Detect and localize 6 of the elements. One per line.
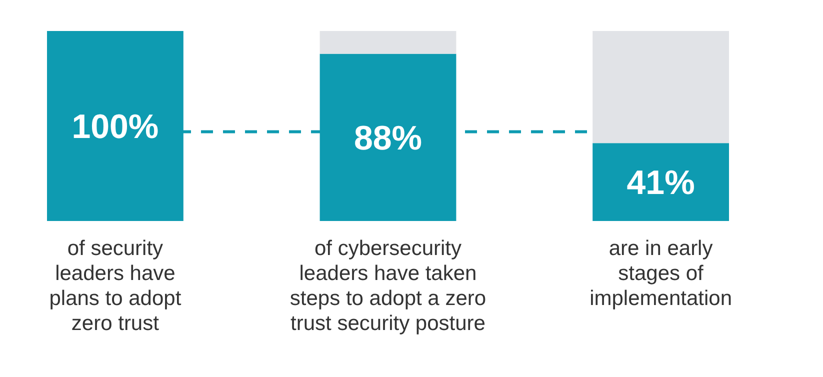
x-tick-label: are in early stages of implementation	[590, 237, 732, 310]
data-label: 100%	[72, 108, 159, 146]
data-label: 88%	[354, 119, 422, 158]
x-tick-label: of security leaders have plans to adopt zero trust	[49, 237, 182, 335]
x-tick-label: of cybersecurity leaders have taken steps to adopt a zero trust security posture	[290, 237, 486, 335]
data-label: 41%	[626, 164, 695, 202]
